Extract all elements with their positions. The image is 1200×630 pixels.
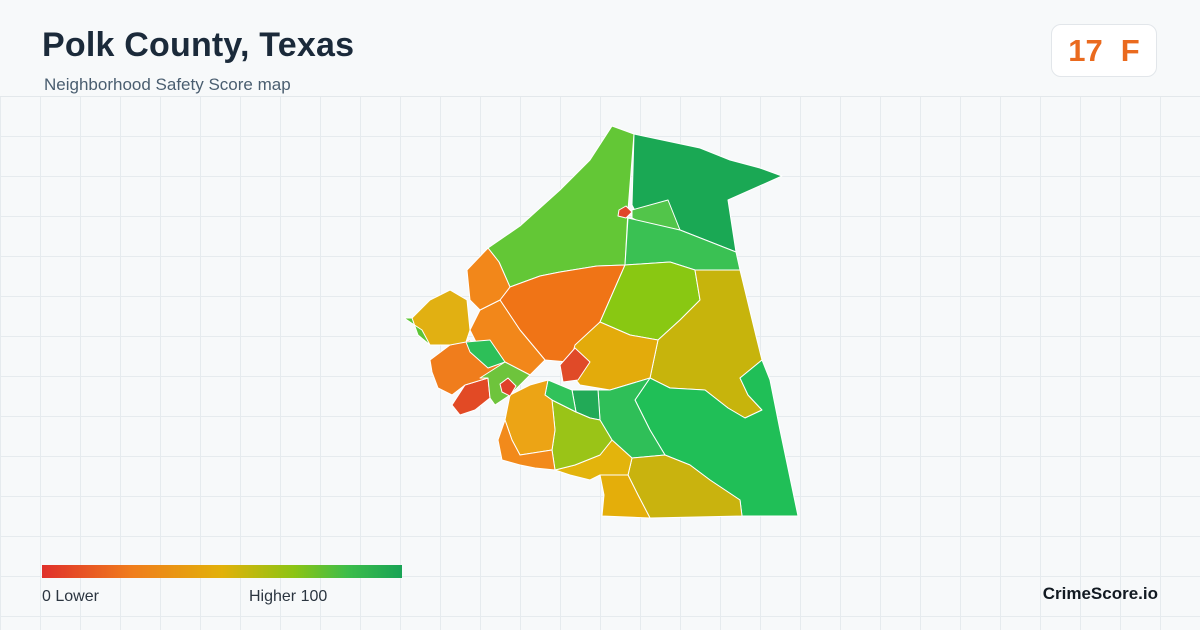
header-divider: [0, 96, 1200, 97]
safety-score: 17: [1068, 32, 1103, 68]
map-region-red-dot-center: [499, 377, 517, 397]
legend-gradient-bar: [42, 565, 402, 578]
legend-high-label: Higher 100: [249, 588, 328, 605]
map-region-west-orange-north: [466, 247, 511, 311]
map-region-red-center-east: [559, 347, 591, 383]
page-title: Polk County, Texas: [42, 26, 355, 64]
legend-low-label: 0 Lower: [42, 588, 99, 605]
map-region-north-west-band: [487, 125, 635, 288]
map-region-west-green: [465, 339, 506, 369]
page-subtitle: Neighborhood Safety Score map: [44, 75, 291, 94]
safety-letter-grade: F: [1120, 32, 1140, 68]
brand-logo-text: CrimeScore.io: [1042, 584, 1158, 603]
safety-grade-badge: 17 F: [1051, 24, 1157, 77]
map-region-red-dot-north: [617, 205, 633, 219]
map-region-southwest-orange: [497, 419, 556, 471]
map-region-west-lime-tip: [403, 317, 431, 346]
